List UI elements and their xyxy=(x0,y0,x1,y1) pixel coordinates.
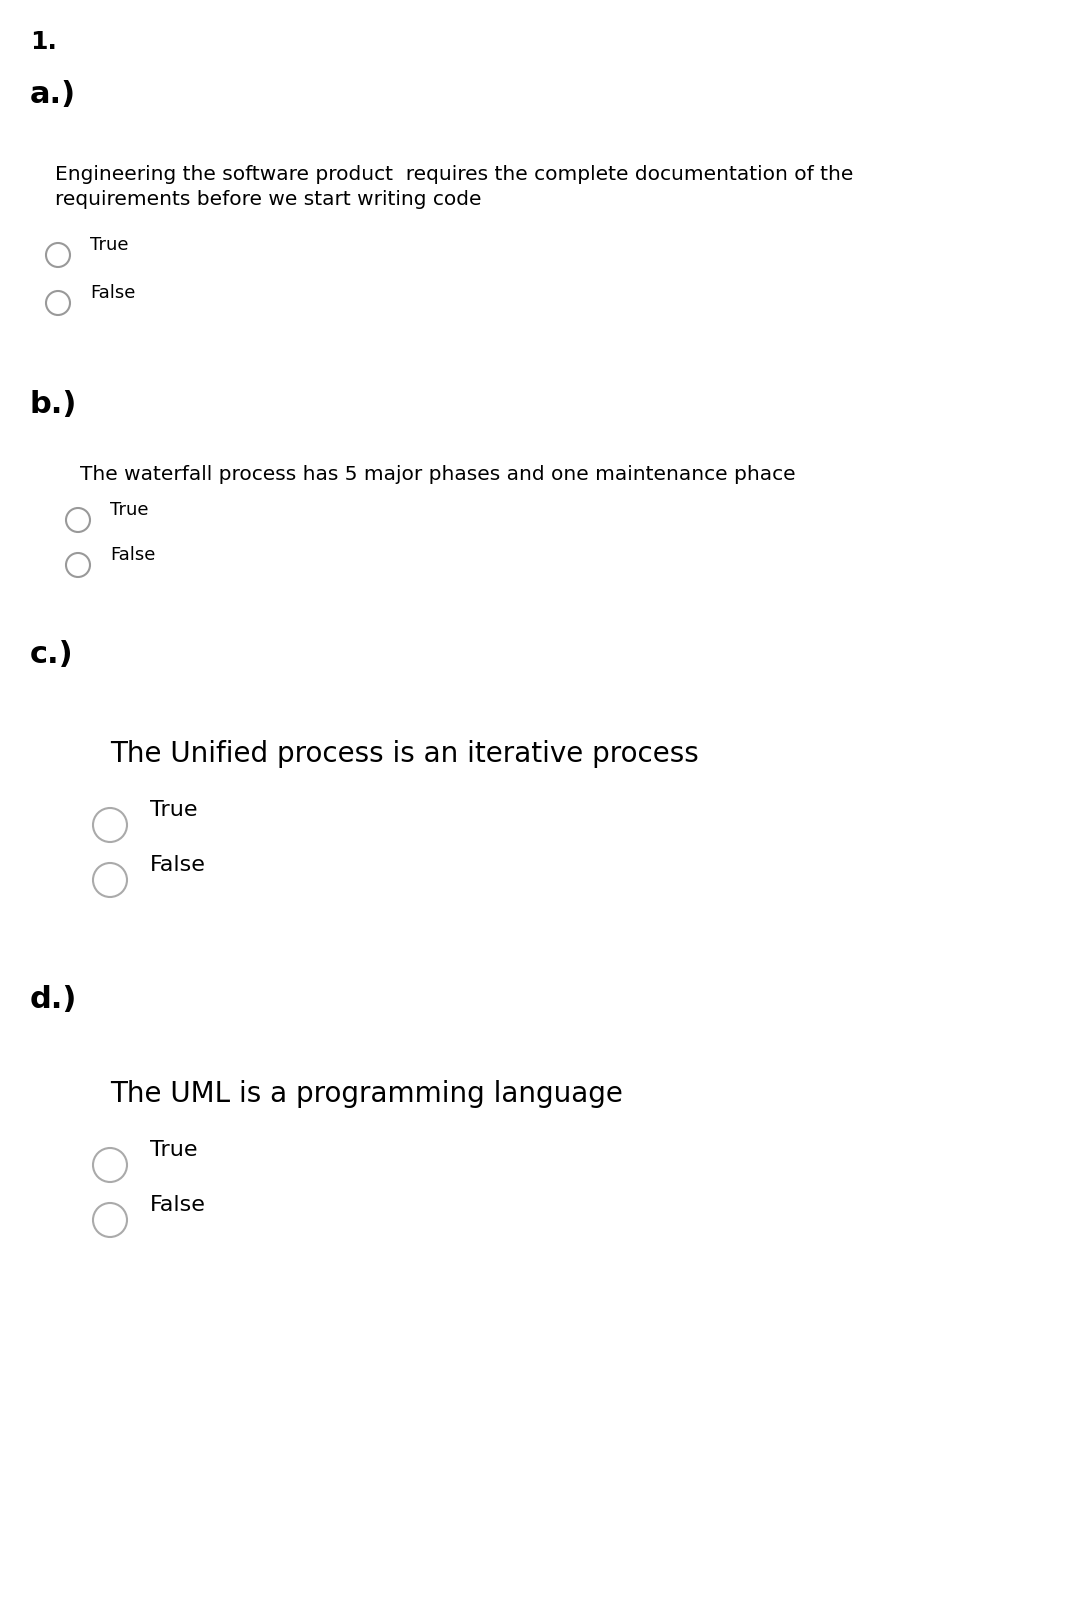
Text: The waterfall process has 5 major phases and one maintenance phace: The waterfall process has 5 major phases… xyxy=(80,465,796,484)
Text: False: False xyxy=(150,855,206,874)
Text: Engineering the software product  requires the complete documentation of the
req: Engineering the software product require… xyxy=(55,165,853,209)
Text: b.): b.) xyxy=(30,390,78,419)
Text: 1.: 1. xyxy=(30,31,57,53)
Text: True: True xyxy=(150,800,198,819)
Text: The UML is a programming language: The UML is a programming language xyxy=(110,1080,623,1107)
Text: True: True xyxy=(150,1140,198,1159)
Text: True: True xyxy=(90,236,129,254)
Text: d.): d.) xyxy=(30,984,78,1013)
Text: c.): c.) xyxy=(30,640,73,669)
Text: a.): a.) xyxy=(30,79,76,108)
Text: False: False xyxy=(110,546,156,563)
Text: False: False xyxy=(150,1195,206,1214)
Text: The Unified process is an iterative process: The Unified process is an iterative proc… xyxy=(110,740,699,767)
Text: False: False xyxy=(90,283,135,303)
Text: True: True xyxy=(110,500,149,520)
